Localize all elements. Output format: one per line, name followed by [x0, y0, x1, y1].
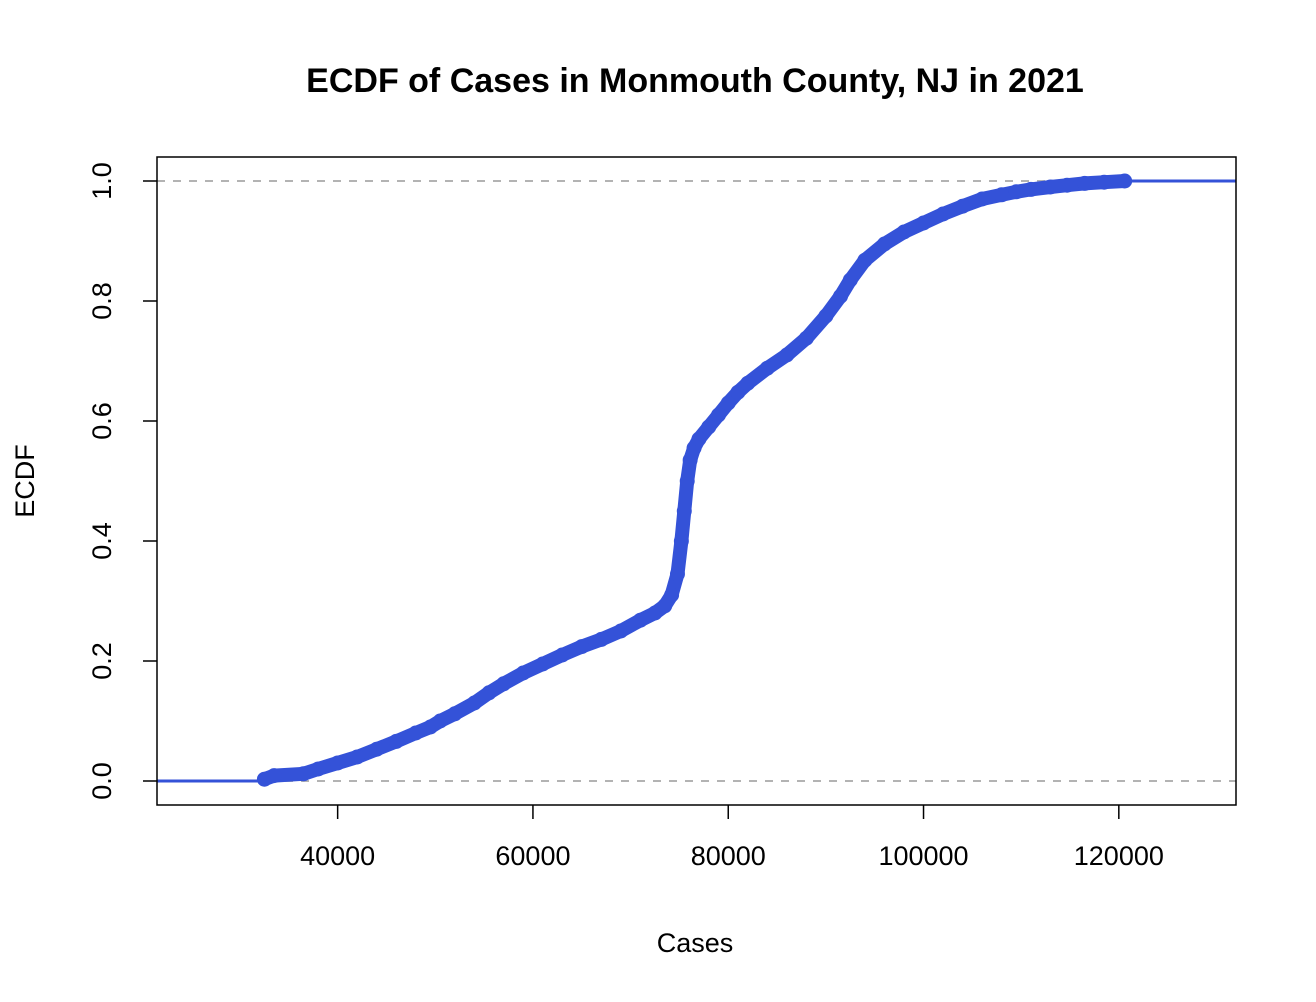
ecdf-point: [593, 631, 609, 647]
ecdf-point: [798, 330, 814, 346]
ecdf-point: [466, 695, 482, 711]
ecdf-point: [701, 419, 717, 435]
ecdf-point: [916, 215, 932, 231]
y-axis-label: ECDF: [10, 444, 40, 518]
y-tick-label: 0.0: [87, 762, 117, 800]
ecdf-point: [481, 685, 497, 701]
ecdf-point: [1059, 177, 1075, 193]
ecdf-point: [955, 198, 971, 214]
ecdf-point: [935, 206, 951, 222]
ecdf-point: [295, 766, 311, 782]
ecdf-point: [1096, 174, 1112, 190]
ecdf-point: [1023, 181, 1039, 197]
ecdf-point: [710, 407, 726, 423]
ecdf-point: [432, 713, 448, 729]
ecdf-point: [613, 623, 629, 639]
ecdf-point: [388, 733, 404, 749]
ecdf-point: [857, 252, 873, 268]
ecdf-point: [266, 768, 282, 784]
ecdf-point: [682, 452, 698, 468]
ecdf-point: [720, 395, 736, 411]
ecdf-point: [818, 308, 834, 324]
ecdf-point: [676, 503, 692, 519]
ecdf-point: [759, 360, 775, 376]
ecdf-point: [369, 741, 385, 757]
chart-title: ECDF of Cases in Monmouth County, NJ in …: [306, 62, 1084, 100]
ecdf-point: [657, 598, 673, 614]
ecdf-point: [669, 566, 685, 582]
ecdf-point: [673, 533, 689, 549]
x-tick-label: 60000: [495, 841, 570, 871]
ecdf-point: [408, 725, 424, 741]
y-tick-label: 0.6: [87, 402, 117, 440]
ecdf-point: [310, 761, 326, 777]
ecdf-point: [664, 587, 680, 603]
ecdf-point: [994, 187, 1010, 203]
ecdf-point: [730, 384, 746, 400]
ecdf-point: [349, 749, 365, 765]
ecdf-point: [535, 656, 551, 672]
ecdf-point: [679, 473, 695, 489]
ecdf-point: [554, 647, 570, 663]
ecdf-series: [157, 173, 1236, 787]
reference-lines: [157, 180, 1236, 782]
x-tick-label: 80000: [691, 841, 766, 871]
ecdf-point: [1042, 179, 1058, 195]
ecdf-point: [876, 236, 892, 252]
ecdf-point: [447, 706, 463, 722]
ecdf-point: [974, 191, 990, 207]
ecdf-point: [330, 755, 346, 771]
x-tick-label: 100000: [878, 841, 968, 871]
x-axis-label: Cases: [657, 928, 734, 958]
ecdf-point: [779, 347, 795, 363]
y-tick-label: 1.0: [87, 162, 117, 200]
ecdf-point: [1117, 173, 1133, 189]
y-tick-label: 0.2: [87, 642, 117, 680]
ecdf-point: [515, 665, 531, 681]
ecdf-point: [740, 375, 756, 391]
ecdf-point: [896, 224, 912, 240]
x-tick-label: 40000: [300, 841, 375, 871]
y-tick-label: 0.8: [87, 282, 117, 320]
y-axis: 0.0 0.2 0.4 0.6 0.8 1.0: [87, 162, 157, 800]
ecdf-point: [691, 431, 707, 447]
x-axis: 40000 60000 80000 100000 120000: [300, 805, 1164, 871]
plot-frame: [156, 156, 1237, 806]
x-tick-label: 120000: [1074, 841, 1164, 871]
ecdf-point: [833, 288, 849, 304]
ecdf-point: [632, 612, 648, 628]
ecdf-point: [842, 272, 858, 288]
ecdf-point: [496, 676, 512, 692]
ecdf-point: [574, 639, 590, 655]
ecdf-point: [1077, 175, 1093, 191]
ecdf-point: [1008, 184, 1024, 200]
y-tick-label: 0.4: [87, 522, 117, 560]
